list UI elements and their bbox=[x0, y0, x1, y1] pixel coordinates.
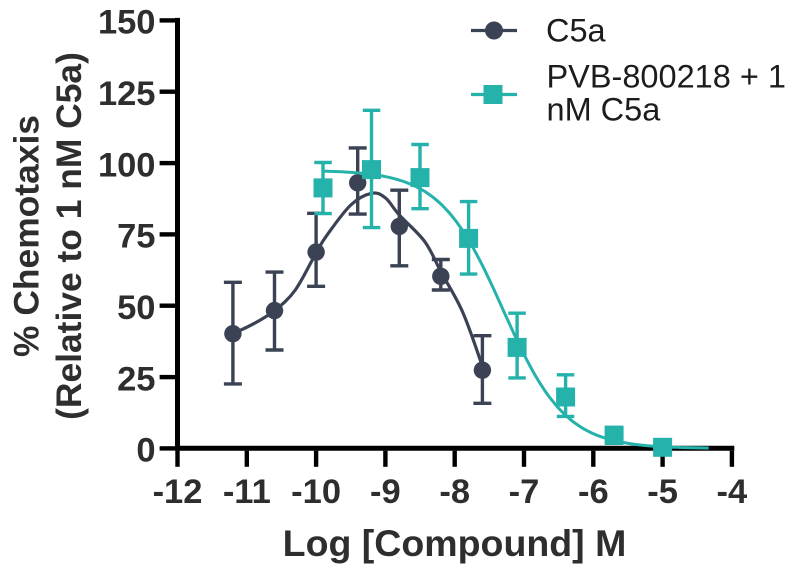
svg-text:-9: -9 bbox=[370, 473, 401, 511]
svg-text:-8: -8 bbox=[439, 473, 470, 511]
svg-text:C5a: C5a bbox=[546, 13, 607, 49]
svg-text:150: 150 bbox=[98, 4, 156, 42]
svg-text:-5: -5 bbox=[647, 473, 678, 511]
svg-text:-4: -4 bbox=[717, 473, 748, 511]
svg-text:-11: -11 bbox=[223, 473, 271, 511]
svg-text:75: 75 bbox=[117, 218, 155, 256]
svg-text:-10: -10 bbox=[291, 473, 341, 511]
svg-text:Log [Compound] M: Log [Compound] M bbox=[283, 522, 627, 564]
svg-text:(Relative to 1 nM C5a): (Relative to 1 nM C5a) bbox=[49, 52, 89, 420]
svg-text:100: 100 bbox=[98, 146, 156, 184]
svg-text:-6: -6 bbox=[578, 473, 609, 511]
svg-text:nM C5a: nM C5a bbox=[547, 92, 662, 128]
svg-text:50: 50 bbox=[117, 289, 155, 327]
svg-text:-7: -7 bbox=[509, 473, 540, 511]
svg-text:125: 125 bbox=[98, 75, 156, 113]
svg-text:-12: -12 bbox=[153, 473, 203, 511]
svg-text:25: 25 bbox=[117, 360, 155, 398]
svg-text:0: 0 bbox=[136, 432, 155, 470]
svg-text:% Chemotaxis: % Chemotaxis bbox=[7, 115, 47, 357]
svg-text:PVB-800218 + 1: PVB-800218 + 1 bbox=[547, 59, 786, 95]
